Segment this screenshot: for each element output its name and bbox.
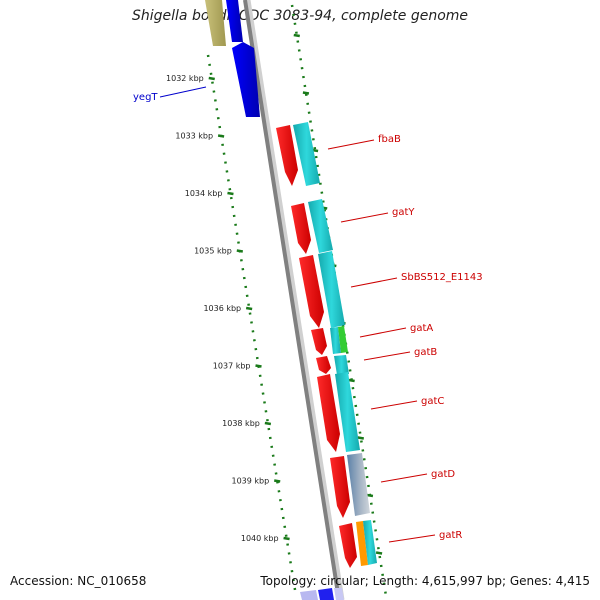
bottom-blue-feature-light — [300, 590, 318, 600]
bottom-blue-feature — [318, 588, 334, 600]
scale-tick — [264, 421, 272, 426]
scale-label: 1038 kbp — [222, 419, 260, 428]
yegT-gene — [232, 42, 260, 117]
scale-tick-right — [302, 91, 310, 95]
scale-tick — [245, 306, 253, 311]
fbaB-leader — [327, 139, 375, 150]
gene-label-gatD: gatD — [431, 469, 455, 480]
gatD-leader — [380, 473, 428, 483]
scale-tick — [208, 76, 215, 81]
scale-tick — [274, 479, 281, 483]
gatA-leader — [359, 327, 407, 338]
gatD-steel-gene — [347, 453, 370, 516]
scale-tick — [283, 536, 290, 541]
bottom-blue-feature-pale — [334, 588, 344, 600]
scale-tick-right — [357, 436, 364, 440]
scale-label: 1036 kbp — [203, 304, 241, 313]
scale-label: 1032 kbp — [166, 74, 204, 83]
scale-tick-right — [366, 493, 374, 498]
gatC-red-gene — [317, 374, 340, 452]
gatY-leader — [340, 212, 389, 223]
genome-summary-text: Topology: circular; Length: 4,615,997 bp… — [260, 574, 590, 588]
scale-tick-right — [375, 551, 383, 555]
SbBS512_E1143-leader — [350, 277, 398, 288]
gatB-cyan-gene — [334, 355, 349, 375]
SbBS512_E1143-red-gene — [299, 255, 324, 328]
scale-label: 1035 kbp — [194, 247, 232, 256]
scale-label: 1034 kbp — [185, 189, 223, 198]
gatB-red-gene — [316, 356, 331, 374]
fbaB-red-gene — [276, 125, 298, 186]
scale-tick — [255, 364, 262, 368]
gatR-cyan-gene — [363, 520, 377, 565]
right-scale-line — [290, 4, 388, 597]
gatR-leader — [388, 534, 436, 543]
gene-label-gatY: gatY — [392, 207, 415, 218]
gene-label-gatB: gatB — [414, 347, 437, 358]
scale-label: 1033 kbp — [175, 132, 213, 141]
gene-label-gatC: gatC — [421, 396, 444, 407]
gatA-cyan-gene — [330, 327, 341, 354]
genome-backbone — [243, 0, 341, 600]
fbaB-cyan-gene — [293, 122, 320, 186]
gatB-leader — [363, 351, 411, 361]
left-scale-line — [206, 54, 298, 597]
gene-label-yegT: yegT — [133, 92, 158, 103]
scale-tick — [217, 134, 225, 138]
forward-gene-top — [226, 0, 243, 42]
gene-label-fbaB: fbaB — [378, 134, 401, 145]
gatY-cyan-gene — [308, 199, 333, 253]
olive-feature — [205, 0, 226, 46]
gatR-orange-gene — [356, 521, 368, 566]
accession-text: Accession: NC_010658 — [10, 574, 147, 588]
scale-tick — [227, 191, 234, 196]
gene-label-SbBS512_E1143: SbBS512_E1143 — [401, 272, 483, 283]
SbBS512_E1143-cyan-gene — [318, 251, 345, 328]
gene-label-gatR: gatR — [439, 530, 462, 541]
gatA-green-gene — [338, 326, 348, 353]
gene-label-gatA: gatA — [410, 323, 433, 334]
scale-label: 1037 kbp — [213, 362, 251, 371]
scale-tick — [236, 249, 244, 253]
gatY-red-gene — [291, 203, 311, 254]
gatD-red-gene — [330, 456, 350, 518]
scale-ticks: 1032 kbp 1033 kbp 1034 kbp 1035 kbp 1036 kbp… — [166, 33, 383, 555]
scale-label: 1039 kbp — [232, 477, 270, 486]
scale-tick-right — [348, 378, 355, 383]
scale-tick-right — [293, 33, 300, 38]
gatC-cyan-gene — [335, 372, 360, 452]
scale-label: 1040 kbp — [241, 534, 279, 543]
yegT-leader — [159, 86, 207, 98]
gatA-red-gene — [311, 328, 327, 355]
gatR-red-gene — [339, 523, 357, 568]
gatC-leader — [370, 400, 418, 410]
